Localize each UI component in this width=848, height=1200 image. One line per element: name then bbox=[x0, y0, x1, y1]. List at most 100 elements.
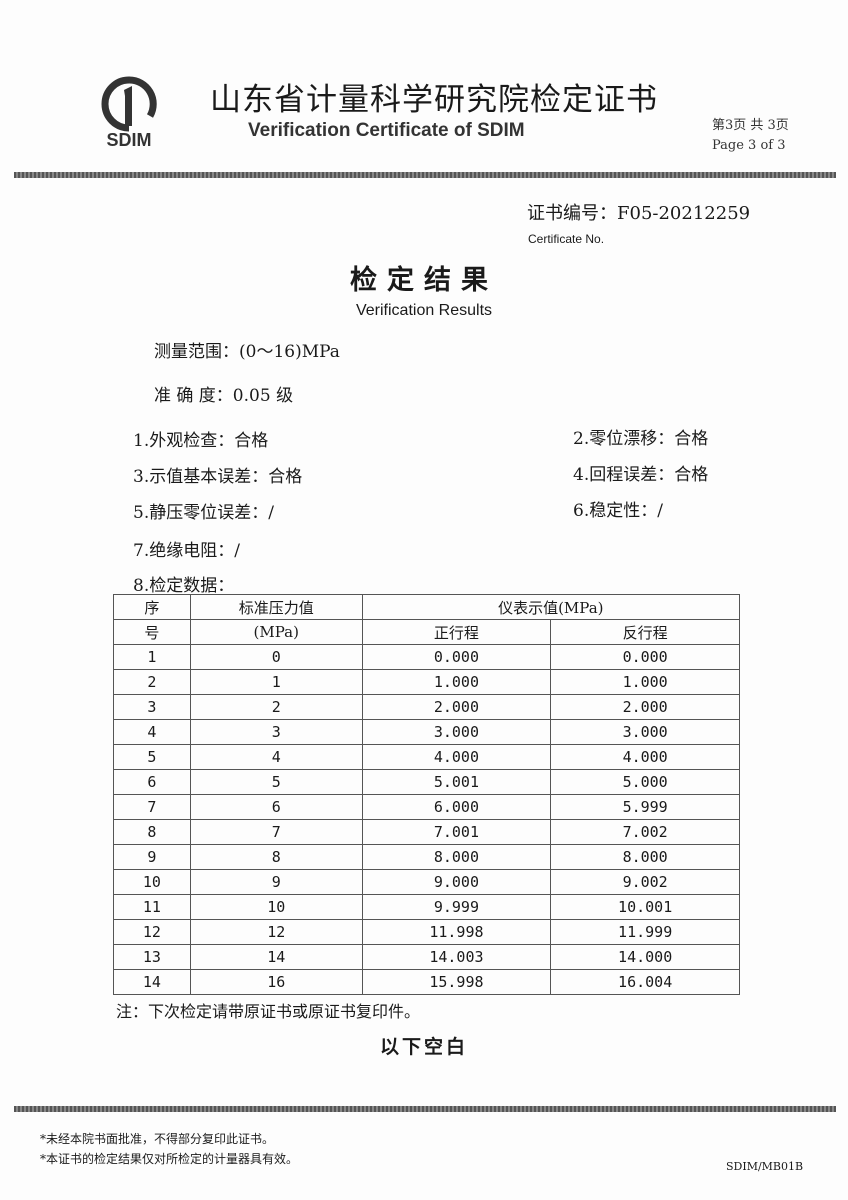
page-cn: 第3页 共 3页 bbox=[712, 118, 789, 133]
results-title-cn: 检定结果 bbox=[350, 265, 498, 296]
forward-reading: 14.003 bbox=[361, 944, 552, 970]
forward-reading: 0.000 bbox=[361, 644, 552, 670]
item-data: 8.检定数据： bbox=[133, 576, 235, 596]
page-en: Page 3 of 3 bbox=[712, 138, 786, 153]
table-row: 10 9 9.000 9.002 bbox=[113, 869, 740, 895]
standard-pressure: 1 bbox=[189, 669, 363, 695]
header-std-2: (MPa) bbox=[189, 619, 363, 645]
forward-reading: 4.000 bbox=[361, 744, 552, 770]
table-row: 3 2 2.000 2.000 bbox=[113, 694, 740, 720]
standard-pressure: 10 bbox=[189, 894, 363, 920]
reverse-reading: 5.999 bbox=[550, 794, 740, 820]
footer-line-2: *本证书的检定结果仅对所检定的计量器具有效。 bbox=[40, 1152, 299, 1166]
item-basic-error: 3.示值基本误差：合格 bbox=[133, 467, 303, 487]
table-row: 13 14 14.003 14.000 bbox=[113, 944, 740, 970]
forward-reading: 3.000 bbox=[361, 719, 552, 745]
forward-reading: 9.999 bbox=[361, 894, 552, 920]
header-reverse: 反行程 bbox=[550, 619, 740, 645]
header-no-2: 号 bbox=[113, 619, 191, 645]
table-row: 6 5 5.001 5.000 bbox=[113, 769, 740, 795]
blank-below: 以下空白 bbox=[379, 1036, 468, 1058]
row-no: 7 bbox=[113, 794, 191, 820]
item-hysteresis: 4.回程误差：合格 bbox=[573, 465, 709, 485]
measuring-range: 测量范围：(0～16)MPa bbox=[154, 342, 340, 362]
reverse-reading: 8.000 bbox=[550, 844, 740, 870]
header-std-1: 标准压力值 bbox=[189, 594, 363, 620]
footer-line-1: *未经本院书面批准，不得部分复印此证书。 bbox=[40, 1132, 275, 1146]
table-row: 5 4 4.000 4.000 bbox=[113, 744, 740, 770]
row-no: 14 bbox=[113, 969, 191, 995]
forward-reading: 7.001 bbox=[361, 819, 552, 845]
reverse-reading: 0.000 bbox=[550, 644, 740, 670]
footer-divider bbox=[14, 1106, 836, 1112]
row-no: 6 bbox=[113, 769, 191, 795]
table-row: 1 0 0.000 0.000 bbox=[113, 644, 740, 670]
standard-pressure: 8 bbox=[189, 844, 363, 870]
item-zero-drift: 2.零位漂移：合格 bbox=[573, 429, 709, 449]
standard-pressure: 0 bbox=[189, 644, 363, 670]
row-no: 10 bbox=[113, 869, 191, 895]
row-no: 2 bbox=[113, 669, 191, 695]
standard-pressure: 16 bbox=[189, 969, 363, 995]
row-no: 5 bbox=[113, 744, 191, 770]
row-no: 12 bbox=[113, 919, 191, 945]
results-title-en: Verification Results bbox=[355, 302, 493, 319]
row-no: 11 bbox=[113, 894, 191, 920]
table-row: 11 10 9.999 10.001 bbox=[113, 894, 740, 920]
table-row: 2 1 1.000 1.000 bbox=[113, 669, 740, 695]
reverse-reading: 9.002 bbox=[550, 869, 740, 895]
standard-pressure: 14 bbox=[189, 944, 363, 970]
sdim-logo: SDIM bbox=[101, 76, 157, 148]
forward-reading: 8.000 bbox=[361, 844, 552, 870]
forward-reading: 6.000 bbox=[361, 794, 552, 820]
row-no: 13 bbox=[113, 944, 191, 970]
accuracy: 准 确 度：0.05 级 bbox=[154, 386, 294, 406]
row-no: 1 bbox=[113, 644, 191, 670]
item-static-zero: 5.静压零位误差：/ bbox=[133, 503, 274, 523]
reverse-reading: 10.001 bbox=[550, 894, 740, 920]
reverse-reading: 16.004 bbox=[550, 969, 740, 995]
row-no: 9 bbox=[113, 844, 191, 870]
header-no-1: 序 bbox=[113, 594, 191, 620]
title-cn: 山东省计量科学研究院检定证书 bbox=[210, 82, 658, 118]
reverse-reading: 11.999 bbox=[550, 919, 740, 945]
forward-reading: 11.998 bbox=[361, 919, 552, 945]
note: 注：下次检定请带原证书或原证书复印件。 bbox=[116, 1002, 421, 1021]
header-forward: 正行程 bbox=[361, 619, 552, 645]
title-en: Verification Certificate of SDIM bbox=[248, 120, 525, 141]
row-no: 4 bbox=[113, 719, 191, 745]
certificate-number: 证书编号：F05-20212259 bbox=[527, 203, 751, 224]
standard-pressure: 4 bbox=[189, 744, 363, 770]
standard-pressure: 2 bbox=[189, 694, 363, 720]
table-row: 14 16 15.998 16.004 bbox=[113, 969, 740, 995]
table-row: 7 6 6.000 5.999 bbox=[113, 794, 740, 820]
row-no: 8 bbox=[113, 819, 191, 845]
verification-data-table: 序 标准压力值 仪表示值(MPa) 号 (MPa) 正行程 反行程 1 0 0.00… bbox=[113, 594, 741, 995]
page-indicator: 第3页 共 3页 Page 3 of 3 bbox=[712, 116, 789, 156]
standard-pressure: 6 bbox=[189, 794, 363, 820]
reverse-reading: 5.000 bbox=[550, 769, 740, 795]
item-insulation: 7.绝缘电阻：/ bbox=[133, 541, 240, 561]
table-row: 4 3 3.000 3.000 bbox=[113, 719, 740, 745]
table-row: 9 8 8.000 8.000 bbox=[113, 844, 740, 870]
form-code: SDIM/MB01B bbox=[726, 1160, 804, 1173]
certificate-number-en: Certificate No. bbox=[528, 232, 605, 246]
standard-pressure: 9 bbox=[189, 869, 363, 895]
header-indication: 仪表示值(MPa) bbox=[361, 594, 741, 620]
svg-text:SDIM: SDIM bbox=[107, 130, 152, 148]
item-stability: 6.稳定性：/ bbox=[573, 501, 663, 521]
table-row: 12 12 11.998 11.999 bbox=[113, 919, 740, 945]
reverse-reading: 2.000 bbox=[550, 694, 740, 720]
forward-reading: 1.000 bbox=[361, 669, 552, 695]
standard-pressure: 7 bbox=[189, 819, 363, 845]
item-appearance: 1.外观检查：合格 bbox=[133, 431, 269, 451]
forward-reading: 2.000 bbox=[361, 694, 552, 720]
row-no: 3 bbox=[113, 694, 191, 720]
reverse-reading: 14.000 bbox=[550, 944, 740, 970]
standard-pressure: 12 bbox=[189, 919, 363, 945]
standard-pressure: 5 bbox=[189, 769, 363, 795]
table-row: 8 7 7.001 7.002 bbox=[113, 819, 740, 845]
standard-pressure: 3 bbox=[189, 719, 363, 745]
forward-reading: 15.998 bbox=[361, 969, 552, 995]
